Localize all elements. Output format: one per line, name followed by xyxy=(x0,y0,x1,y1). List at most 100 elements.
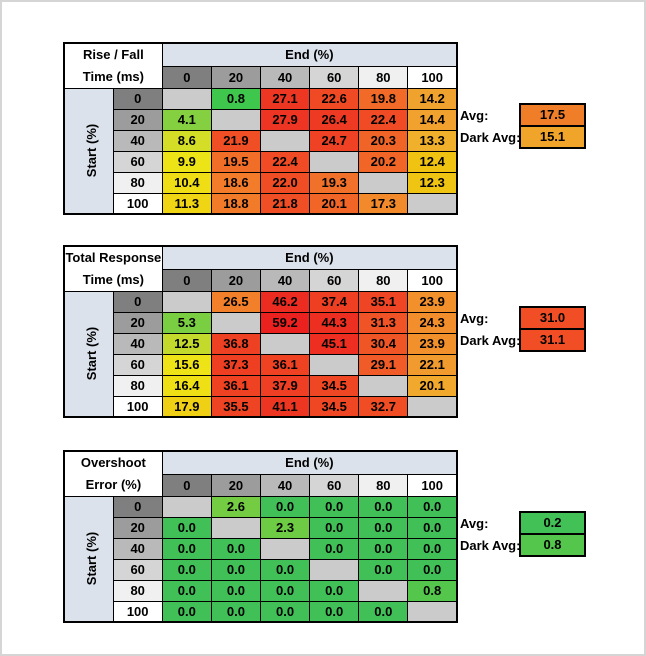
table-row: 60 0.0 0.0 0.0 0.0 0.0 xyxy=(64,558,458,581)
table-row: 100 17.9 35.5 41.1 34.5 32.7 xyxy=(64,395,458,418)
data-cell: 22.0 xyxy=(259,171,311,194)
data-cell: 0.0 xyxy=(309,579,360,602)
table-title-line2: Error (%) xyxy=(85,477,142,493)
start-group-label: Start (%) xyxy=(63,290,114,418)
data-cell: 2.3 xyxy=(259,516,311,539)
data-cell: 18.6 xyxy=(210,171,262,194)
end-group-label: End (%) xyxy=(161,42,458,67)
col-header-cell: 20 xyxy=(210,473,262,497)
data-cell: 20.3 xyxy=(358,129,409,152)
data-cell: 0.0 xyxy=(210,558,262,581)
data-cell: 20.1 xyxy=(309,192,360,215)
row-header-cell: 60 xyxy=(112,150,163,173)
row-header-cell: 0 xyxy=(112,87,163,110)
data-cell: 0.0 xyxy=(407,516,458,539)
table-title-line1: Overshoot xyxy=(80,455,146,471)
start-group-label-text: Start (%) xyxy=(84,327,100,381)
end-group-label: End (%) xyxy=(161,245,458,270)
row-header-cell: 40 xyxy=(112,332,163,355)
table-row: Start (%) 0 2.6 0.0 0.0 0.0 0.0 xyxy=(63,495,458,623)
data-cell: 0.0 xyxy=(358,537,409,560)
col-header-cell: 20 xyxy=(210,268,262,292)
data-cell: 12.4 xyxy=(407,150,458,173)
row-header-cell: 40 xyxy=(112,537,163,560)
col-header-cell: 0 xyxy=(161,268,212,292)
data-cell: 0.0 xyxy=(161,537,212,560)
col-header-cell: 20 xyxy=(210,65,262,89)
data-cell: 0.0 xyxy=(358,558,409,581)
avg-value: 31.0 xyxy=(521,308,584,330)
dark-avg-value: 15.1 xyxy=(521,127,584,147)
header-row-1: Total Response Time (ms) End (%) xyxy=(63,245,458,292)
data-cell: 36.1 xyxy=(259,353,311,376)
data-cell: 45.1 xyxy=(309,332,360,355)
data-cell: 19.5 xyxy=(210,150,262,173)
avg-value-box: 0.2 0.8 xyxy=(519,511,586,557)
data-cell: 35.5 xyxy=(210,395,262,418)
avg-label: Avg: xyxy=(460,108,489,123)
data-cell: 29.1 xyxy=(358,353,409,376)
table-row: 80 0.0 0.0 0.0 0.0 0.8 xyxy=(64,579,458,602)
data-cell: 0.0 xyxy=(309,600,360,623)
blank-cell xyxy=(309,558,360,581)
data-cell: 0.0 xyxy=(407,495,458,518)
data-cell: 26.4 xyxy=(309,108,360,131)
overshoot-table: Overshoot Error (%) End (%) 0 20 40 60 80 100 Sta… xyxy=(63,450,458,623)
col-header-cell: 60 xyxy=(309,268,360,292)
data-cell: 0.0 xyxy=(259,600,311,623)
table-row: 100 11.3 18.8 21.8 20.1 17.3 xyxy=(64,192,458,215)
data-cell: 0.8 xyxy=(210,87,262,110)
data-cell: 0.8 xyxy=(407,579,458,602)
row-header-cell: 20 xyxy=(112,311,163,334)
table-title-cell: Rise / Fall Time (ms) xyxy=(63,42,163,89)
table-row: 20 5.3 59.2 44.3 31.3 24.3 xyxy=(64,311,458,334)
end-group-label: End (%) xyxy=(161,450,458,475)
table-title-cell: Total Response Time (ms) xyxy=(63,245,163,292)
data-cell: 17.9 xyxy=(161,395,212,418)
data-cell: 0.0 xyxy=(161,516,212,539)
data-cell: 37.9 xyxy=(259,374,311,397)
blank-cell xyxy=(259,537,311,560)
blank-cell xyxy=(210,311,262,334)
data-cell: 5.3 xyxy=(161,311,212,334)
row-header-cell: 60 xyxy=(112,353,163,376)
data-cell: 19.8 xyxy=(358,87,409,110)
dark-avg-value: 0.8 xyxy=(521,535,584,555)
data-cell: 37.4 xyxy=(309,290,360,313)
table-row: Start (%) 0 0.8 27.1 22.6 19.8 14.2 xyxy=(63,87,458,215)
data-cell: 0.0 xyxy=(309,495,360,518)
table-row: 40 0.0 0.0 0.0 0.0 0.0 xyxy=(64,537,458,560)
data-cell: 11.3 xyxy=(161,192,212,215)
data-cell: 12.5 xyxy=(161,332,212,355)
data-cell: 18.8 xyxy=(210,192,262,215)
table-row: 20 0.0 2.3 0.0 0.0 0.0 xyxy=(64,516,458,539)
data-cell: 2.6 xyxy=(210,495,262,518)
data-cell: 34.5 xyxy=(309,374,360,397)
row-header-cell: 0 xyxy=(112,495,163,518)
data-cell: 0.0 xyxy=(407,537,458,560)
row-header-cell: 20 xyxy=(112,516,163,539)
col-header-cell: 80 xyxy=(358,473,409,497)
data-cell: 10.4 xyxy=(161,171,212,194)
data-cell: 0.0 xyxy=(210,579,262,602)
data-cell: 59.2 xyxy=(259,311,311,334)
data-cell: 9.9 xyxy=(161,150,212,173)
avg-value: 0.2 xyxy=(521,513,584,535)
data-cell: 19.3 xyxy=(309,171,360,194)
data-cell: 24.7 xyxy=(309,129,360,152)
data-cell: 4.1 xyxy=(161,108,212,131)
data-cell: 15.6 xyxy=(161,353,212,376)
data-cell: 0.0 xyxy=(259,579,311,602)
table-title-line2: Time (ms) xyxy=(82,272,144,288)
table-title-line1: Total Response xyxy=(65,250,162,266)
avg-label: Avg: xyxy=(460,311,489,326)
data-cell: 27.9 xyxy=(259,108,311,131)
data-cell: 0.0 xyxy=(309,537,360,560)
table-row: 20 4.1 27.9 26.4 22.4 14.4 xyxy=(64,108,458,131)
row-header-cell: 20 xyxy=(112,108,163,131)
data-cell: 21.8 xyxy=(259,192,311,215)
data-cell: 0.0 xyxy=(259,558,311,581)
row-header-cell: 80 xyxy=(112,171,163,194)
header-row-1: Overshoot Error (%) End (%) xyxy=(63,450,458,497)
